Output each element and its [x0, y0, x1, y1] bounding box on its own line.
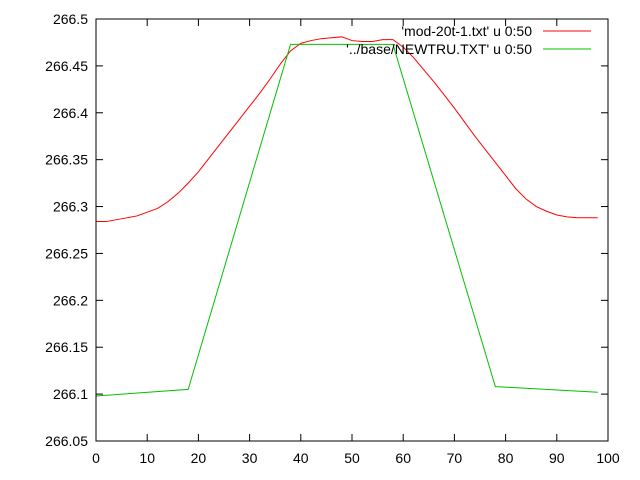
y-tick-label: 266.1 — [53, 386, 88, 402]
y-tick-label: 266.25 — [45, 245, 88, 261]
series-line-2 — [95, 43, 598, 397]
x-tick-label: 60 — [395, 450, 411, 466]
x-tick-label: 50 — [344, 450, 360, 466]
y-tick-label: 266.15 — [45, 339, 88, 355]
x-tick-label: 40 — [293, 450, 309, 466]
y-tick-label: 266.4 — [53, 105, 88, 121]
y-tick-label: 266.5 — [53, 11, 88, 27]
x-tick-label: 100 — [596, 450, 620, 466]
x-tick-label: 70 — [447, 450, 463, 466]
y-tick-label: 266.35 — [45, 152, 88, 168]
x-tick-label: 20 — [191, 450, 207, 466]
series-layer — [95, 36, 598, 397]
legend: 'mod-20t-1.txt' u 0:50 '../base/NEWTRU.TX… — [346, 23, 591, 57]
y-tick-label: 266.3 — [53, 199, 88, 215]
x-tick-label: 80 — [498, 450, 514, 466]
x-tick-label: 90 — [549, 450, 565, 466]
series-line-1 — [96, 36, 598, 223]
x-tick-label: 0 — [92, 450, 100, 466]
legend-entry-label: 'mod-20t-1.txt' u 0:50 — [401, 23, 532, 39]
y-tick-label: 266.2 — [53, 292, 88, 308]
y-tick-label: 266.45 — [45, 58, 88, 74]
legend-entry-label: '../base/NEWTRU.TXT' u 0:50 — [346, 41, 532, 57]
tick-layer: 266.05 266.1 266.15 266.2 266.25 266.3 266.35 2… — [45, 11, 620, 466]
x-tick-label: 30 — [242, 450, 258, 466]
x-tick-label: 10 — [139, 450, 155, 466]
y-tick-label: 266.05 — [45, 433, 88, 449]
